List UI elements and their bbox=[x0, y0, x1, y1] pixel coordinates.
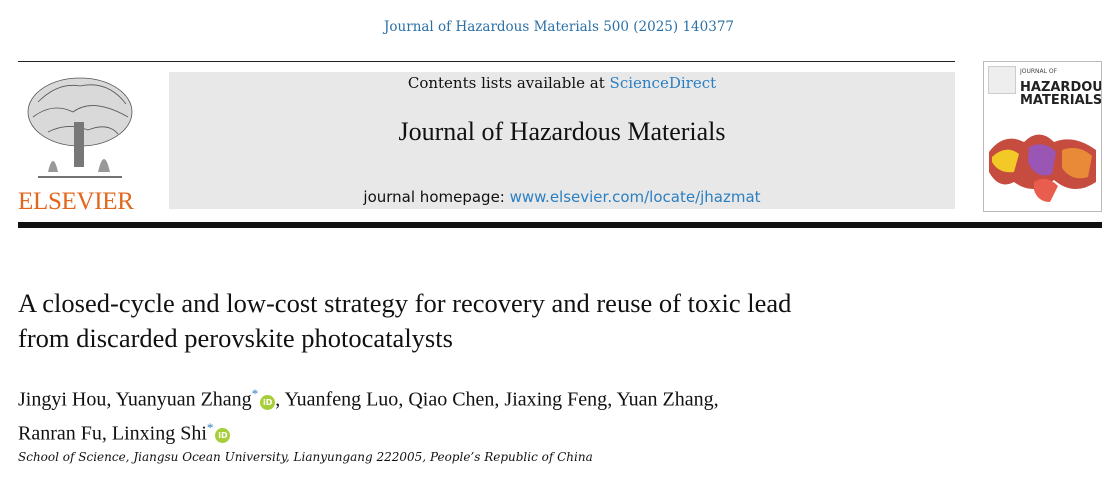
article-title-line1: A closed-cycle and low-cost strategy for… bbox=[18, 288, 792, 318]
cover-publisher-logo bbox=[988, 66, 1016, 94]
contents-line: Contents lists available at ScienceDirec… bbox=[169, 74, 955, 92]
affiliation: School of Science, Jiangsu Ocean Univers… bbox=[18, 450, 593, 464]
author[interactable]: Linxing Shi bbox=[111, 422, 207, 445]
article-title: A closed-cycle and low-cost strategy for… bbox=[18, 286, 1018, 356]
article-title-line2: from discarded perovskite photocatalysts bbox=[18, 323, 453, 353]
elsevier-wordmark: ELSEVIER bbox=[18, 188, 134, 215]
contents-prefix: Contents lists available at bbox=[407, 74, 610, 92]
corresponding-mark[interactable]: * bbox=[251, 386, 259, 401]
sciencedirect-link[interactable]: ScienceDirect bbox=[609, 74, 717, 92]
top-rule bbox=[18, 61, 955, 62]
cover-title-line1: HAZARDOUS bbox=[1020, 80, 1102, 95]
journal-title: Journal of Hazardous Materials bbox=[398, 117, 726, 146]
journal-banner: Contents lists available at ScienceDirec… bbox=[169, 72, 955, 209]
author-line-1: Jingyi Hou, Yuanyuan Zhang*iD, Yuanfeng … bbox=[18, 386, 719, 411]
homepage-link[interactable]: www.elsevier.com/locate/jhazmat bbox=[509, 188, 761, 206]
author[interactable]: Qiao Chen bbox=[408, 388, 495, 411]
author-list: Jingyi Hou, Yuanyuan Zhang*iD, Yuanfeng … bbox=[18, 380, 1018, 447]
author[interactable]: Yuanyuan Zhang bbox=[115, 388, 252, 411]
cover-title-line2: MATERIALS bbox=[1020, 93, 1102, 108]
author[interactable]: Yuan Zhang bbox=[616, 388, 714, 411]
author[interactable]: Ranran Fu bbox=[18, 422, 102, 445]
author[interactable]: Jiaxing Feng bbox=[504, 388, 608, 411]
orcid-icon[interactable]: iD bbox=[215, 428, 231, 444]
running-head[interactable]: Journal of Hazardous Materials 500 (2025… bbox=[384, 19, 734, 35]
author[interactable]: Yuanfeng Luo bbox=[284, 388, 399, 411]
homepage-line: journal homepage: www.elsevier.com/locat… bbox=[169, 188, 955, 206]
journal-cover[interactable]: JOURNAL OF HAZARDOUS MATERIALS bbox=[983, 61, 1102, 212]
orcid-icon[interactable]: iD bbox=[260, 394, 276, 410]
header-bold-rule bbox=[18, 222, 1102, 228]
cover-small-text: JOURNAL OF bbox=[1020, 68, 1058, 75]
author-line-2: Ranran Fu, Linxing Shi*iD bbox=[18, 414, 1018, 448]
author[interactable]: Jingyi Hou bbox=[18, 388, 107, 411]
elsevier-tree-logo bbox=[18, 72, 142, 212]
corresponding-mark[interactable]: * bbox=[206, 419, 214, 435]
homepage-prefix: journal homepage: bbox=[363, 188, 510, 206]
cover-world-map-image bbox=[989, 134, 1096, 202]
